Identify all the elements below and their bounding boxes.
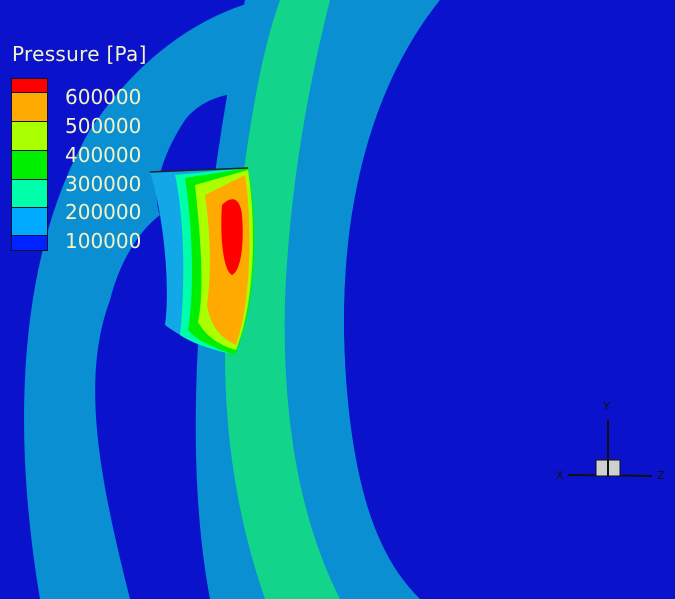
legend-swatch bbox=[12, 93, 47, 122]
legend-title: Pressure [Pa] bbox=[12, 42, 147, 66]
legend-swatch bbox=[12, 236, 47, 250]
ring-band-green bbox=[225, 0, 340, 599]
right-dark-region bbox=[344, 0, 675, 599]
legend-swatch bbox=[12, 151, 47, 180]
legend-label: 400000 bbox=[65, 143, 142, 167]
legend-label: 600000 bbox=[65, 85, 142, 109]
axis-label-z: Z bbox=[657, 469, 665, 482]
axis-triad bbox=[567, 420, 653, 477]
legend-label: 300000 bbox=[65, 172, 142, 196]
axis-label-x: X bbox=[556, 469, 564, 482]
legend-label: 500000 bbox=[65, 114, 142, 138]
legend-color-bar bbox=[11, 78, 48, 251]
legend-swatch bbox=[12, 208, 47, 236]
axis-label-y: Y bbox=[603, 400, 610, 413]
cylinder-contours bbox=[149, 167, 255, 355]
legend-label: 200000 bbox=[65, 200, 142, 224]
legend-swatch bbox=[12, 122, 47, 151]
legend-swatch bbox=[12, 79, 47, 93]
legend-label: 100000 bbox=[65, 229, 142, 253]
legend-swatch bbox=[12, 180, 47, 208]
